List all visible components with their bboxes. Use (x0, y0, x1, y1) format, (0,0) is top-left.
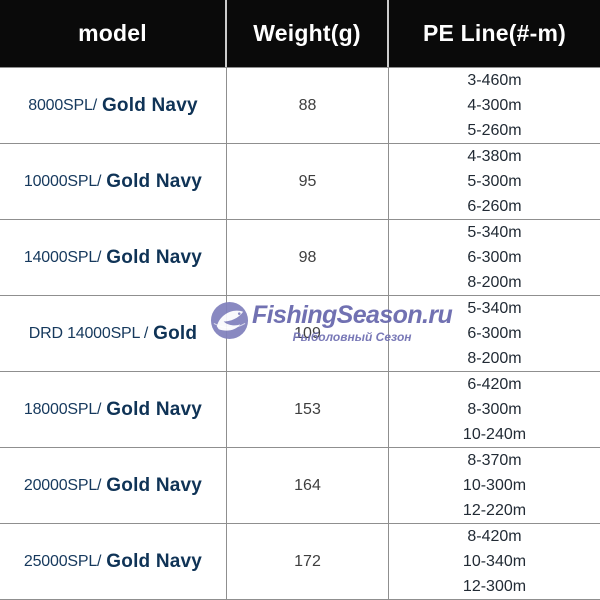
pe-line-cell: 6-420m 8-300m 10-240m (389, 372, 600, 447)
weight-cell: 98 (227, 220, 389, 295)
pe-line-cell: 5-340m 6-300m 8-200m (389, 220, 600, 295)
pe-line-value: 5-340m (467, 224, 522, 241)
pe-line-value: 12-220m (462, 502, 527, 519)
weight-cell: 88 (227, 68, 389, 143)
model-number: 14000SPL/ (23, 248, 102, 266)
pe-line-value: 3-460m (467, 72, 522, 89)
pe-line-value: 8-370m (467, 452, 522, 469)
weight-cell: 95 (227, 144, 389, 219)
pe-line-value: 10-240m (462, 426, 527, 443)
model-variant: Gold (153, 322, 198, 344)
model-variant: Gold Navy (101, 94, 198, 116)
model-number: 8000SPL/ (28, 96, 97, 114)
pe-line-cell: 8-420m 10-340m 12-300m (389, 524, 600, 599)
column-header-model: model (0, 0, 227, 67)
table-row: 20000SPL/Gold Navy 164 8-370m 10-300m 12-220… (0, 447, 600, 523)
pe-line-value: 4-380m (467, 148, 522, 165)
pe-line-value: 8-420m (467, 528, 522, 545)
model-cell: 25000SPL/Gold Navy (0, 524, 227, 599)
table-row: 18000SPL/Gold Navy 153 6-420m 8-300m 10-240m (0, 371, 600, 447)
pe-line-value: 6-300m (467, 325, 522, 342)
pe-line-value: 8-300m (467, 401, 522, 418)
model-variant: Gold Navy (106, 246, 203, 268)
pe-line-value: 4-300m (467, 97, 522, 114)
model-cell: 20000SPL/Gold Navy (0, 448, 227, 523)
weight-cell: 109 (227, 296, 389, 371)
column-header-pe-line: PE Line(#-m) (423, 20, 566, 46)
model-variant: Gold Navy (106, 398, 203, 420)
model-number: 18000SPL/ (23, 400, 102, 418)
table-row: DRD 14000SPL / Gold 109 5-340m 6-300m 8-200m (0, 295, 600, 371)
model-number: 25000SPL/ (23, 552, 102, 570)
model-cell: 10000SPL/Gold Navy (0, 144, 227, 219)
pe-line-value: 6-420m (467, 376, 522, 393)
table-row: 14000SPL/Gold Navy 98 5-340m 6-300m 8-200m (0, 219, 600, 295)
pe-line-cell: 8-370m 10-300m 12-220m (389, 448, 600, 523)
weight-cell: 153 (227, 372, 389, 447)
pe-line-value: 5-300m (467, 173, 522, 190)
pe-line-cell: 5-340m 6-300m 8-200m (389, 296, 600, 371)
model-cell: 14000SPL/Gold Navy (0, 220, 227, 295)
weight-cell: 172 (227, 524, 389, 599)
table-row: 10000SPL/Gold Navy 95 4-380m 5-300m 6-260m (0, 143, 600, 219)
pe-line-cell: 3-460m 4-300m 5-260m (389, 68, 600, 143)
weight-cell: 164 (227, 448, 389, 523)
pe-line-value: 6-260m (467, 198, 522, 215)
table-row: 25000SPL/Gold Navy 172 8-420m 10-340m 12-300… (0, 523, 600, 600)
pe-line-cell: 4-380m 5-300m 6-260m (389, 144, 600, 219)
model-number: 10000SPL/ (23, 172, 102, 190)
pe-line-value: 10-300m (462, 477, 527, 494)
pe-line-value: 12-300m (462, 578, 527, 595)
pe-line-value: 5-260m (467, 122, 522, 139)
pe-line-value: 5-340m (467, 300, 522, 317)
table-header: model Weight(g) PE Line(#-m) (0, 0, 600, 67)
pe-line-value: 8-200m (467, 274, 522, 291)
pe-line-value: 6-300m (467, 249, 522, 266)
pe-line-value: 8-200m (467, 350, 522, 367)
table-body: 8000SPL/Gold Navy 88 3-460m 4-300m 5-260m 100… (0, 67, 600, 600)
table-row: 8000SPL/Gold Navy 88 3-460m 4-300m 5-260m (0, 67, 600, 143)
model-cell: 18000SPL/Gold Navy (0, 372, 227, 447)
pe-line-value: 10-340m (462, 553, 527, 570)
model-variant: Gold Navy (106, 170, 203, 192)
model-variant: Gold Navy (106, 550, 203, 572)
column-header-weight: Weight(g) (227, 0, 389, 67)
model-cell: DRD 14000SPL / Gold (0, 296, 227, 371)
model-number: 20000SPL/ (23, 476, 102, 494)
model-variant: Gold Navy (106, 474, 203, 496)
model-cell: 8000SPL/Gold Navy (0, 68, 227, 143)
model-number: DRD 14000SPL / (28, 324, 149, 342)
